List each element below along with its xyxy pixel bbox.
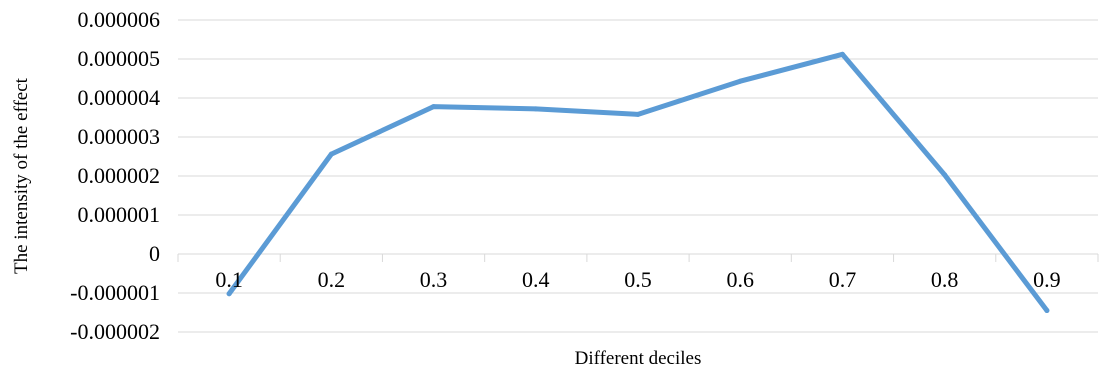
- x-tick-label: 0.7: [829, 267, 857, 292]
- y-tick-label: -0.000001: [70, 280, 160, 305]
- data-point: [942, 172, 948, 178]
- x-tick-label: 0.2: [318, 267, 346, 292]
- x-tick-label: 0.6: [726, 267, 754, 292]
- data-point: [1044, 308, 1050, 314]
- y-tick-label: 0.000006: [78, 7, 161, 32]
- x-tick-label: 0.3: [420, 267, 448, 292]
- x-tick-label: 0.9: [1033, 267, 1061, 292]
- x-axis-title: Different deciles: [575, 348, 702, 369]
- x-tick-label: 0.5: [624, 267, 652, 292]
- y-tick-labels: -0.000002 -0.000001 0 0.000001 0.000002 0.000…: [70, 7, 160, 344]
- data-point: [635, 111, 641, 117]
- y-tick-label: 0.000003: [78, 124, 161, 149]
- series-group: [226, 51, 1050, 314]
- data-point: [737, 78, 743, 84]
- data-point: [839, 51, 845, 57]
- x-tick-label: 0.8: [931, 267, 959, 292]
- y-tick-label: 0.000002: [78, 163, 161, 188]
- y-tick-label: 0.000001: [78, 202, 161, 227]
- x-tick-label: 0.4: [522, 267, 550, 292]
- x-tick-label: 0.1: [215, 267, 243, 292]
- y-axis-title: The intensity of the effect: [11, 77, 32, 274]
- data-point: [226, 291, 232, 297]
- x-tick-marks: [177, 253, 1099, 262]
- y-tick-label: 0: [149, 241, 160, 266]
- y-tick-label: 0.000005: [78, 46, 161, 71]
- x-tick-labels: 0.1 0.2 0.3 0.4 0.5 0.6 0.7 0.8 0.9: [215, 267, 1060, 292]
- y-tick-label: 0.000004: [78, 85, 161, 110]
- data-point: [328, 151, 334, 157]
- y-tick-label: -0.000002: [70, 319, 160, 344]
- data-point: [533, 106, 539, 112]
- data-point: [431, 104, 437, 110]
